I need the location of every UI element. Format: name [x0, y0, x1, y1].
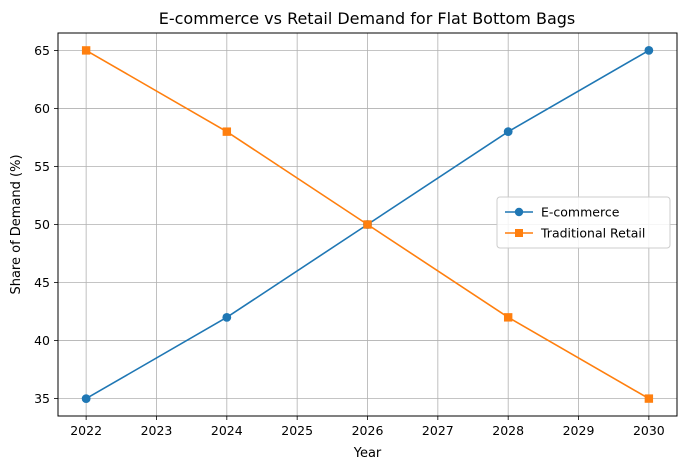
series-2: [81, 46, 654, 403]
x-tick-label: 2026: [352, 423, 384, 438]
x-tick-label: 2024: [211, 423, 243, 438]
legend-label: Traditional Retail: [540, 226, 645, 241]
data-point-square: [81, 46, 91, 55]
y-tick-label: 40: [34, 333, 50, 348]
legend-item: E-commerce: [505, 205, 620, 220]
legend-marker-circle: [514, 207, 524, 217]
x-tick-label: 2030: [633, 423, 665, 438]
y-tick-label: 45: [34, 275, 50, 290]
legend-label: E-commerce: [541, 205, 620, 220]
x-tick-label: 2028: [492, 423, 524, 438]
x-axis-label: Year: [353, 446, 382, 461]
legend: E-commerce Traditional Retail: [496, 196, 671, 249]
legend-item: Traditional Retail: [505, 226, 645, 241]
data-point-circle: [644, 46, 654, 55]
x-tick-label: 2022: [70, 423, 102, 438]
y-tick-label: 50: [34, 217, 50, 232]
legend-marker-square: [515, 229, 523, 237]
y-tick-label: 55: [34, 159, 50, 174]
data-point-circle: [222, 312, 232, 322]
legend-box: [496, 196, 671, 249]
data-point-square: [222, 127, 232, 136]
y-tick-label: 60: [34, 101, 50, 116]
y-axis-label: Share of Demand (%): [9, 154, 24, 294]
axis-ticks: 2022 2023 2024 2025 2026 2027 2028 2029 2030 35 40…: [34, 43, 665, 438]
x-tick-label: 2029: [563, 423, 595, 438]
plot-frame: [57, 32, 678, 417]
data-point-square: [503, 313, 513, 322]
x-tick-label: 2023: [141, 423, 173, 438]
chart-title: E-commerce vs Retail Demand for Flat Bot…: [159, 9, 576, 28]
data-point-circle: [81, 394, 91, 403]
x-tick-label: 2027: [422, 423, 454, 438]
y-tick-label: 35: [34, 391, 50, 406]
x-tick-label: 2025: [281, 423, 313, 438]
y-tick-label: 65: [34, 43, 50, 58]
data-point-square: [363, 220, 372, 229]
data-point-square: [644, 394, 654, 403]
series-layer: [81, 46, 654, 403]
data-point-circle: [503, 127, 513, 137]
